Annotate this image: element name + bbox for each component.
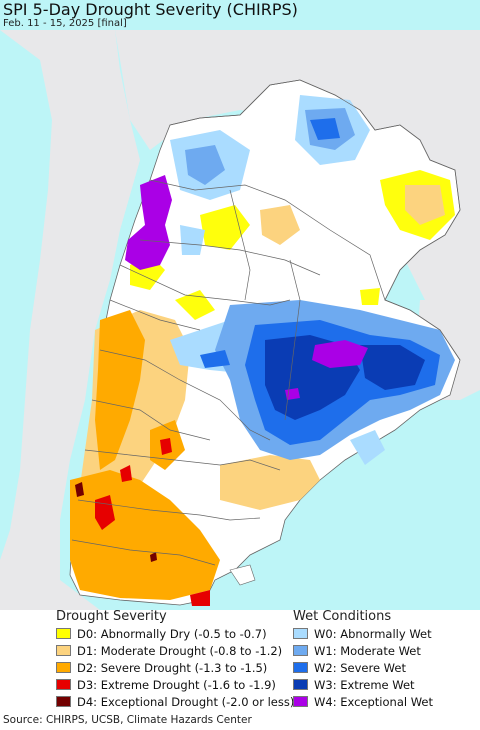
wet-legend-title: Wet Conditions xyxy=(293,609,392,624)
legend-item-d0: D0: Abnormally Dry (-0.5 to -0.7) xyxy=(56,625,294,642)
legend-item-d1: D1: Moderate Drought (-0.8 to -1.2) xyxy=(56,642,294,659)
legend-label-w0: W0: Abnormally Wet xyxy=(314,626,432,641)
legend-item-d3: D3: Extreme Drought (-1.6 to -1.9) xyxy=(56,676,294,693)
swatch-d0 xyxy=(56,628,71,639)
map-subtitle: Feb. 11 - 15, 2025 [final] xyxy=(3,18,127,29)
source-credit: Source: CHIRPS, UCSB, Climate Hazards Ce… xyxy=(3,714,252,726)
d3-patches xyxy=(95,438,210,606)
drought-legend-title: Drought Severity xyxy=(56,609,167,624)
wet-legend: W0: Abnormally Wet W1: Moderate Wet W2: … xyxy=(293,625,433,710)
tierra-del-fuego xyxy=(229,564,256,586)
drought-map xyxy=(0,0,480,610)
swatch-d2 xyxy=(56,662,71,673)
legend-label-w2: W2: Severe Wet xyxy=(314,660,406,675)
swatch-w1 xyxy=(293,645,308,656)
d4-patches xyxy=(75,482,157,562)
legend-label-d4: D4: Exceptional Drought (-2.0 or less) xyxy=(77,694,295,709)
map-title: SPI 5-Day Drought Severity (CHIRPS) xyxy=(3,0,298,19)
chile-land xyxy=(0,30,140,610)
legend-item-w0: W0: Abnormally Wet xyxy=(293,625,433,642)
admin-borders xyxy=(71,79,461,566)
legend-item-d4: D4: Exceptional Drought (-2.0 or less) xyxy=(56,693,294,710)
legend-item-d2: D2: Severe Drought (-1.3 to -1.5) xyxy=(56,659,294,676)
swatch-w2 xyxy=(293,662,308,673)
swatch-w3 xyxy=(293,679,308,690)
swatch-w0 xyxy=(293,628,308,639)
swatch-d3 xyxy=(56,679,71,690)
legend-item-w2: W2: Severe Wet xyxy=(293,659,433,676)
legend-item-w1: W1: Moderate Wet xyxy=(293,642,433,659)
legend-label-w4: W4: Exceptional Wet xyxy=(314,694,433,709)
legend-label-d0: D0: Abnormally Dry (-0.5 to -0.7) xyxy=(77,626,267,641)
drought-legend: D0: Abnormally Dry (-0.5 to -0.7) D1: Mo… xyxy=(56,625,294,710)
swatch-d4 xyxy=(56,696,71,707)
legend-item-w4: W4: Exceptional Wet xyxy=(293,693,433,710)
legend-label-d2: D2: Severe Drought (-1.3 to -1.5) xyxy=(77,660,268,675)
legend-label-w3: W3: Extreme Wet xyxy=(314,677,415,692)
north-outside-land xyxy=(115,30,480,380)
w4-patches xyxy=(125,175,368,400)
legend-item-w3: W3: Extreme Wet xyxy=(293,676,433,693)
swatch-d1 xyxy=(56,645,71,656)
legend-label-d3: D3: Extreme Drought (-1.6 to -1.9) xyxy=(77,677,276,692)
legend-label-w1: W1: Moderate Wet xyxy=(314,643,421,658)
legend-label-d1: D1: Moderate Drought (-0.8 to -1.2) xyxy=(77,643,283,658)
swatch-w4 xyxy=(293,696,308,707)
